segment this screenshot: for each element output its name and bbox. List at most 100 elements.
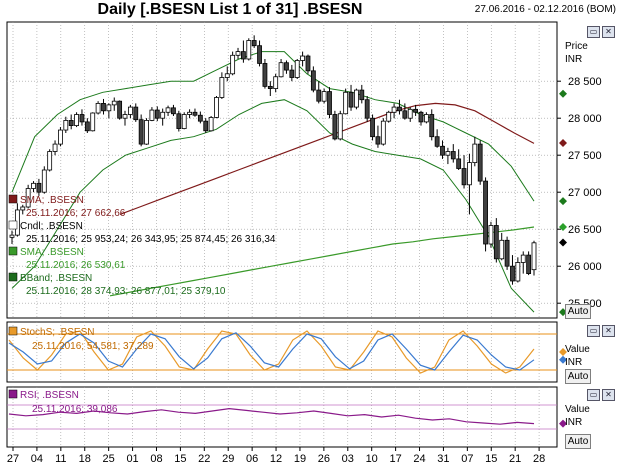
stoch-minimize-button[interactable]: ▭: [587, 325, 600, 337]
legend-values: 25.11.2016; 27 662,66: [26, 208, 126, 219]
candle-body: [278, 62, 284, 78]
price-y-tick-label: 28 500: [568, 76, 602, 88]
candle-body: [343, 91, 349, 115]
x-tick-label: 19: [294, 453, 306, 465]
candle-body: [440, 145, 445, 156]
candle-body: [386, 111, 392, 122]
x-tick-label: 04: [31, 453, 43, 465]
candle-body: [181, 114, 187, 129]
x-tick-label: 24: [413, 453, 425, 465]
x-tick-label: 21: [509, 453, 521, 465]
price-y-tick-label: 27 500: [568, 150, 602, 162]
rsi-marker: [559, 419, 567, 428]
bband-lower-line: [11, 99, 535, 313]
x-tick-label: 17: [389, 453, 401, 465]
candle-body: [418, 111, 424, 123]
candle-body: [171, 107, 176, 115]
price-y-tick-label: 26 000: [568, 261, 602, 273]
x-tick-label: 15: [174, 453, 186, 465]
x-tick-label: 29: [222, 453, 234, 465]
legend-swatch[interactable]: [8, 246, 18, 256]
candle-body: [332, 114, 338, 140]
candle-body: [359, 89, 365, 101]
candle-body: [90, 112, 96, 132]
candle-body: [187, 111, 192, 115]
x-tick-label: 27: [7, 453, 19, 465]
candle-body: [127, 106, 133, 115]
x-tick-label: 22: [198, 453, 210, 465]
candle-body: [214, 97, 219, 118]
rsi-legend: RSI; .BSESN 25.11.2016; 39,086: [8, 389, 118, 415]
rsi-auto-button[interactable]: Auto: [565, 434, 591, 449]
candle-body: [300, 55, 305, 61]
candle-body: [526, 254, 532, 275]
bollinger-bands: [11, 51, 535, 313]
candle-body: [160, 111, 166, 119]
stoch-close-button[interactable]: ✕: [602, 325, 615, 337]
rsi-legend-name: RSI; .BSESN: [20, 390, 79, 401]
candle-body: [305, 55, 311, 72]
legend-swatch[interactable]: [8, 272, 18, 282]
rsi-legend-values: 25.11.2016; 39,086: [32, 404, 118, 415]
x-axis: 27 04 11 18 25 01 08 15 22 29 06 12 19 26 03 10 17 24 31 07…: [7, 447, 545, 465]
price-axis-unit: INR: [565, 54, 582, 65]
candle-body: [337, 113, 343, 140]
x-tick-label: 15: [485, 453, 497, 465]
candle-body: [224, 73, 230, 78]
price-marker: [559, 197, 567, 206]
candle-body: [407, 108, 413, 119]
rsi-close-button[interactable]: ✕: [602, 389, 615, 401]
legend-name: Cndl; .BSESN: [20, 221, 83, 232]
x-tick-label: 01: [126, 453, 138, 465]
candle-body: [9, 234, 15, 238]
price-marker: [559, 222, 567, 231]
candle-body: [370, 117, 375, 138]
candle-body: [251, 40, 257, 47]
price-marker: [559, 89, 567, 98]
x-tick-label: 12: [270, 453, 282, 465]
candle-body: [289, 69, 295, 78]
candle-body: [219, 77, 225, 98]
candle-body: [246, 40, 252, 60]
legend-swatch[interactable]: [8, 194, 18, 204]
rsi-axis-title: Value: [565, 404, 590, 415]
stoch-legend-swatch[interactable]: [8, 326, 18, 336]
candle-body: [397, 106, 402, 112]
candle-body: [294, 60, 300, 78]
candle-body: [321, 91, 327, 102]
candle-body: [510, 265, 515, 282]
stoch-lines: [8, 330, 567, 374]
candle-body: [531, 242, 537, 271]
x-tick-label: 08: [150, 453, 162, 465]
rsi-legend-swatch[interactable]: [8, 389, 18, 399]
candle-body: [391, 106, 397, 113]
legend-name: SMA; .BSESN: [20, 247, 84, 258]
price-close-button[interactable]: ✕: [602, 26, 615, 38]
stoch-legend: StochS; .BSESN 25.11.2016; 54,581; 37,28…: [8, 326, 154, 352]
candle-body: [58, 129, 63, 145]
price-minimize-button[interactable]: ▭: [587, 26, 600, 38]
x-tick-label: 31: [437, 453, 449, 465]
x-tick-label: 06: [246, 453, 258, 465]
rsi-series-line: [8, 407, 535, 425]
candle-body: [47, 151, 53, 171]
candle-body: [483, 180, 488, 245]
legend-swatch[interactable]: [8, 220, 18, 230]
candle-body: [477, 143, 483, 182]
sma-line: [119, 102, 535, 215]
candle-body: [241, 51, 246, 60]
stoch-auto-button[interactable]: Auto: [565, 369, 591, 384]
candle-body: [520, 254, 526, 263]
rsi-lines: [8, 407, 567, 428]
candle-body: [74, 114, 79, 126]
candle-body: [203, 120, 209, 132]
price-auto-button[interactable]: Auto: [565, 304, 591, 319]
candle-body: [461, 168, 467, 186]
price-y-tick-label: 26 500: [568, 224, 602, 236]
candle-body: [25, 188, 31, 208]
stoch-axis-unit: INR: [565, 357, 582, 368]
price-axis-title: Price: [565, 41, 588, 52]
rsi-minimize-button[interactable]: ▭: [587, 389, 600, 401]
